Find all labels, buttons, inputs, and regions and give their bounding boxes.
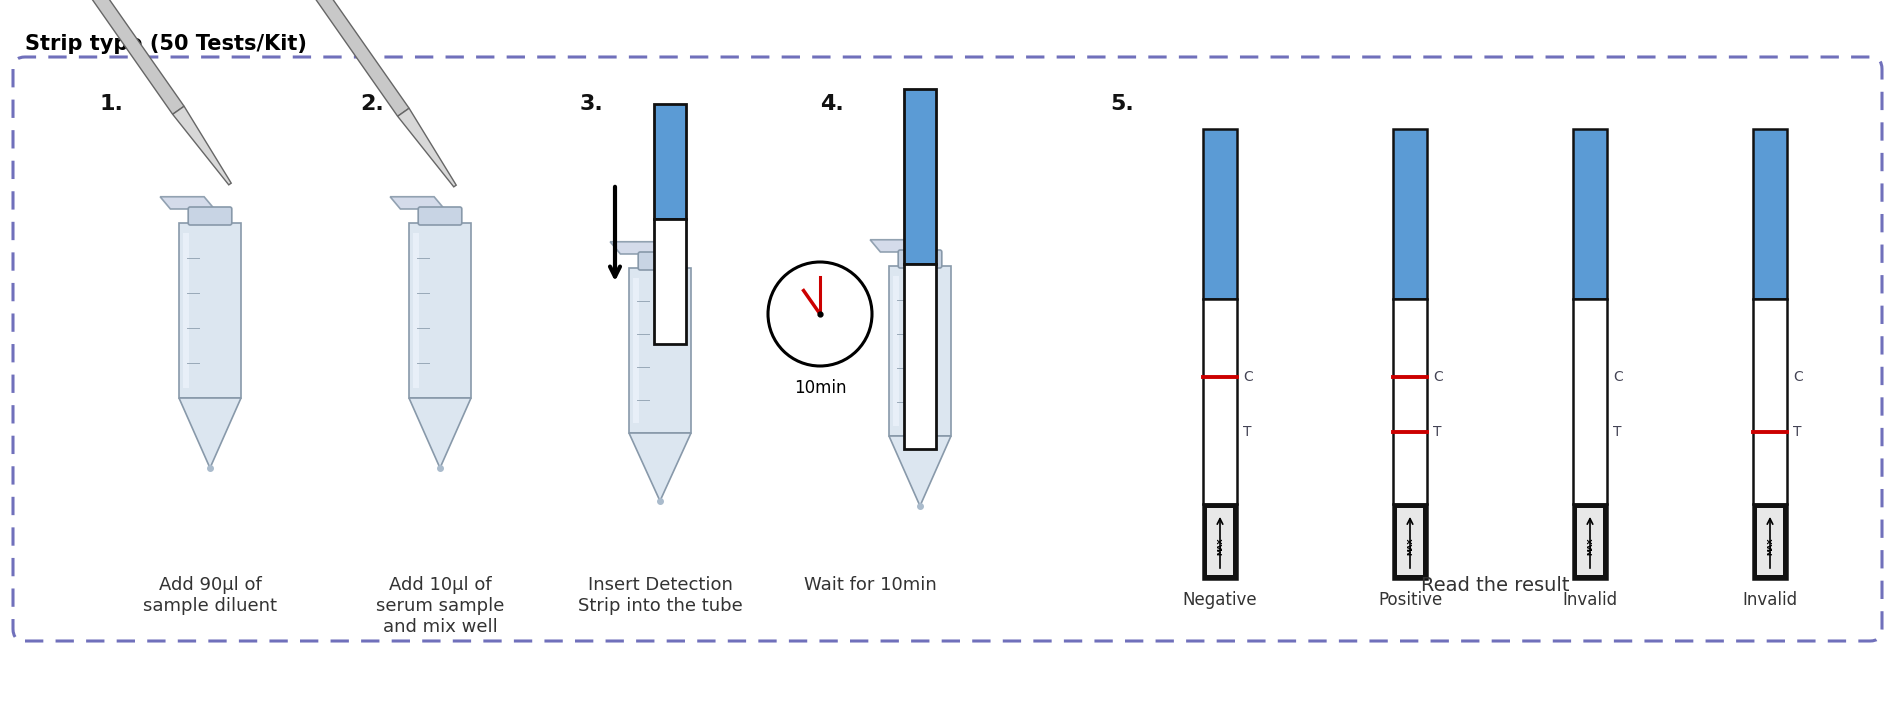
FancyBboxPatch shape: [419, 207, 462, 225]
Bar: [1397, 508, 1423, 575]
Polygon shape: [81, 0, 184, 114]
Text: C: C: [1793, 370, 1802, 384]
Polygon shape: [172, 106, 231, 185]
Polygon shape: [889, 436, 951, 506]
Text: MAX: MAX: [1766, 538, 1774, 555]
Polygon shape: [305, 0, 409, 116]
Text: Strip type (50 Tests/Kit): Strip type (50 Tests/Kit): [25, 34, 307, 54]
Bar: [904, 89, 936, 264]
Bar: [654, 219, 686, 344]
Bar: [1753, 129, 1787, 299]
Bar: [1577, 508, 1603, 575]
Bar: [629, 268, 692, 433]
Text: T: T: [1793, 425, 1802, 439]
Text: MAX: MAX: [1406, 538, 1414, 555]
Bar: [1203, 129, 1237, 299]
Text: Negative: Negative: [1182, 591, 1256, 609]
Text: MAX: MAX: [1217, 538, 1222, 555]
Polygon shape: [629, 433, 692, 501]
Text: C: C: [1433, 370, 1442, 384]
FancyBboxPatch shape: [898, 250, 942, 268]
Bar: [1753, 299, 1787, 504]
Text: MAX: MAX: [1586, 538, 1594, 555]
Bar: [1573, 129, 1607, 299]
Polygon shape: [390, 196, 445, 209]
Text: C: C: [1243, 370, 1253, 384]
FancyBboxPatch shape: [13, 57, 1882, 641]
Text: 5.: 5.: [1110, 94, 1133, 114]
Bar: [178, 223, 241, 398]
Bar: [889, 266, 951, 436]
Bar: [1573, 504, 1607, 579]
Text: Read the result: Read the result: [1421, 576, 1569, 595]
Bar: [184, 233, 190, 388]
Bar: [633, 278, 639, 423]
Bar: [1573, 299, 1607, 504]
FancyBboxPatch shape: [639, 252, 682, 270]
Bar: [1393, 129, 1427, 299]
Bar: [413, 233, 419, 388]
Bar: [904, 264, 936, 449]
Text: C: C: [1613, 370, 1622, 384]
Polygon shape: [159, 196, 214, 209]
Bar: [1393, 504, 1427, 579]
Bar: [409, 223, 472, 398]
Text: Add 90μl of
sample diluent: Add 90μl of sample diluent: [142, 576, 277, 615]
Bar: [1203, 504, 1237, 579]
Bar: [1393, 299, 1427, 504]
Circle shape: [767, 262, 872, 366]
Text: T: T: [1433, 425, 1442, 439]
Text: Invalid: Invalid: [1742, 591, 1798, 609]
Bar: [1207, 508, 1234, 575]
Polygon shape: [398, 108, 457, 187]
Text: Invalid: Invalid: [1563, 591, 1618, 609]
Text: Insert Detection
Strip into the tube: Insert Detection Strip into the tube: [578, 576, 743, 615]
Text: 2.: 2.: [360, 94, 385, 114]
Polygon shape: [178, 398, 241, 468]
Bar: [1753, 504, 1787, 579]
Bar: [1203, 299, 1237, 504]
Text: 3.: 3.: [580, 94, 605, 114]
Polygon shape: [409, 398, 472, 468]
Text: Wait for 10min: Wait for 10min: [803, 576, 936, 594]
Text: Add 10μl of
serum sample
and mix well: Add 10μl of serum sample and mix well: [375, 576, 504, 636]
Text: T: T: [1613, 425, 1622, 439]
Text: T: T: [1243, 425, 1251, 439]
Bar: [893, 276, 898, 426]
Text: 4.: 4.: [821, 94, 843, 114]
FancyBboxPatch shape: [188, 207, 231, 225]
Bar: [654, 104, 686, 219]
Text: Positive: Positive: [1378, 591, 1442, 609]
Bar: [1757, 508, 1783, 575]
Polygon shape: [610, 241, 665, 254]
Text: 1.: 1.: [100, 94, 123, 114]
Text: 10min: 10min: [794, 379, 847, 397]
Polygon shape: [870, 240, 925, 252]
